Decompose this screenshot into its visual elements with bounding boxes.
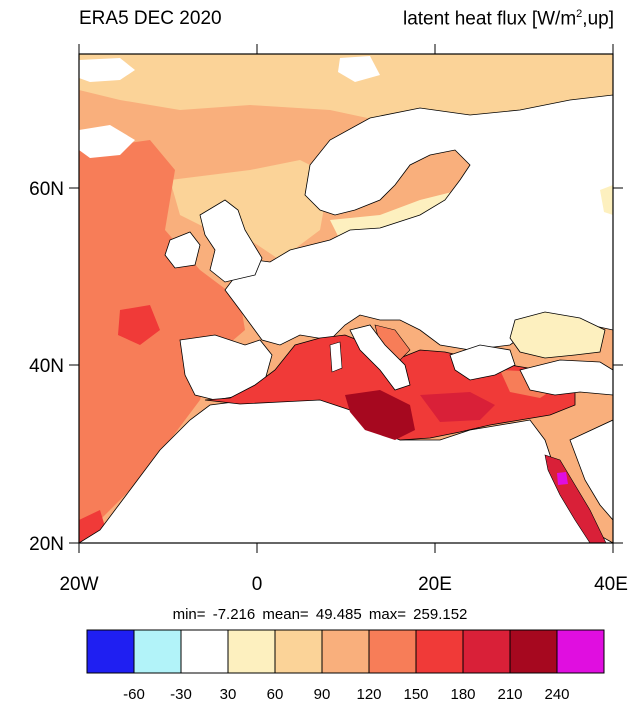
lon-label-20e: 20E bbox=[418, 574, 452, 595]
land-great-britain bbox=[199, 199, 263, 283]
map-frame bbox=[78, 53, 614, 544]
colorbar-swatch bbox=[509, 629, 558, 674]
map-title-right: latent heat flux [W/m2,up] bbox=[403, 8, 614, 30]
colorbar-swatch bbox=[180, 629, 229, 674]
map-ticks bbox=[69, 44, 623, 553]
atlantic-patch bbox=[118, 305, 160, 345]
mediterranean-hotspot bbox=[345, 390, 415, 440]
lon-label-20w: 20W bbox=[59, 574, 98, 595]
map-title-left: ERA5 DEC 2020 bbox=[79, 8, 222, 29]
colorbar-swatch bbox=[415, 629, 464, 674]
land-sardinia bbox=[329, 341, 343, 373]
red-sea-maximum bbox=[557, 472, 568, 485]
colorbar-label: 240 bbox=[544, 686, 569, 703]
title-superscript: 2 bbox=[576, 8, 583, 20]
land-italy bbox=[349, 324, 411, 391]
land-arabia bbox=[569, 419, 613, 521]
land-europe bbox=[224, 94, 613, 351]
colorbar-label: 180 bbox=[450, 686, 475, 703]
lon-label-0: 0 bbox=[252, 574, 263, 595]
map-area bbox=[79, 54, 613, 543]
title-tail: ,up] bbox=[582, 8, 614, 30]
land-balkans bbox=[449, 344, 516, 381]
colorbar-swatch bbox=[462, 629, 511, 674]
caspian-edge bbox=[600, 185, 613, 215]
colorbar-swatch bbox=[133, 629, 182, 674]
colorbar-swatch bbox=[274, 629, 323, 674]
colorbar-swatch bbox=[321, 629, 370, 674]
black-sea bbox=[509, 311, 606, 359]
land-iceland bbox=[79, 125, 135, 158]
colorbar-label: 150 bbox=[403, 686, 428, 703]
colorbar-label: 210 bbox=[497, 686, 522, 703]
lat-label-60n: 60N bbox=[29, 179, 64, 200]
colorbar-label: 90 bbox=[314, 686, 331, 703]
colorbar-swatch bbox=[556, 629, 605, 674]
north-sea bbox=[170, 160, 330, 260]
land-ireland bbox=[164, 231, 201, 269]
colorbar-label: 60 bbox=[267, 686, 284, 703]
lat-label-20n: 20N bbox=[29, 534, 64, 555]
lon-label-40e: 40E bbox=[594, 574, 628, 595]
lat-label-40n: 40N bbox=[29, 356, 64, 377]
land-greenland bbox=[79, 58, 135, 82]
colorbar-labels: -60 -30 30 60 90 120 150 180 210 240 bbox=[123, 686, 569, 703]
colorbar-swatch bbox=[227, 629, 276, 674]
land-svalbard bbox=[338, 56, 380, 82]
title-main: latent heat flux [W/m bbox=[402, 8, 577, 30]
colorbar bbox=[86, 629, 605, 674]
mediterranean-east bbox=[420, 392, 495, 422]
colorbar-label: 120 bbox=[356, 686, 381, 703]
colorbar-swatch bbox=[368, 629, 417, 674]
colorbar-label: -30 bbox=[170, 686, 192, 703]
stats-line: min= -7.216 mean= 49.485 max= 259.152 bbox=[172, 606, 468, 623]
land-turkey bbox=[519, 359, 613, 396]
baltic-sea bbox=[330, 190, 470, 240]
colorbar-label: 30 bbox=[220, 686, 237, 703]
atlantic-warm bbox=[79, 140, 245, 543]
colorbar-label: -60 bbox=[123, 686, 145, 703]
colorbar-swatch bbox=[86, 629, 135, 674]
